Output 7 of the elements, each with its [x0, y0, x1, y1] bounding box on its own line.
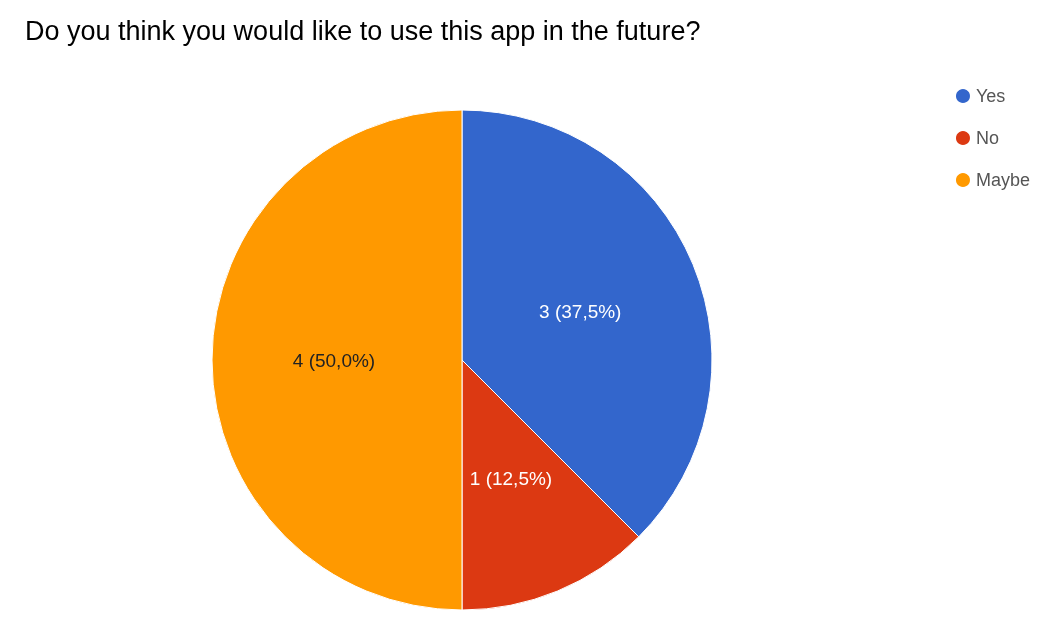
data-label: 4 (50,0%) [292, 349, 376, 371]
legend-label: No [975, 128, 999, 148]
legend-label: Yes [975, 86, 1006, 106]
legend-label: Maybe [975, 170, 1030, 190]
data-label: 3 (37,5%) [539, 300, 622, 322]
chart-title: Do you think you would like to use this app in the future? [25, 15, 701, 46]
data-label: 1 (12,5%) [469, 467, 553, 489]
